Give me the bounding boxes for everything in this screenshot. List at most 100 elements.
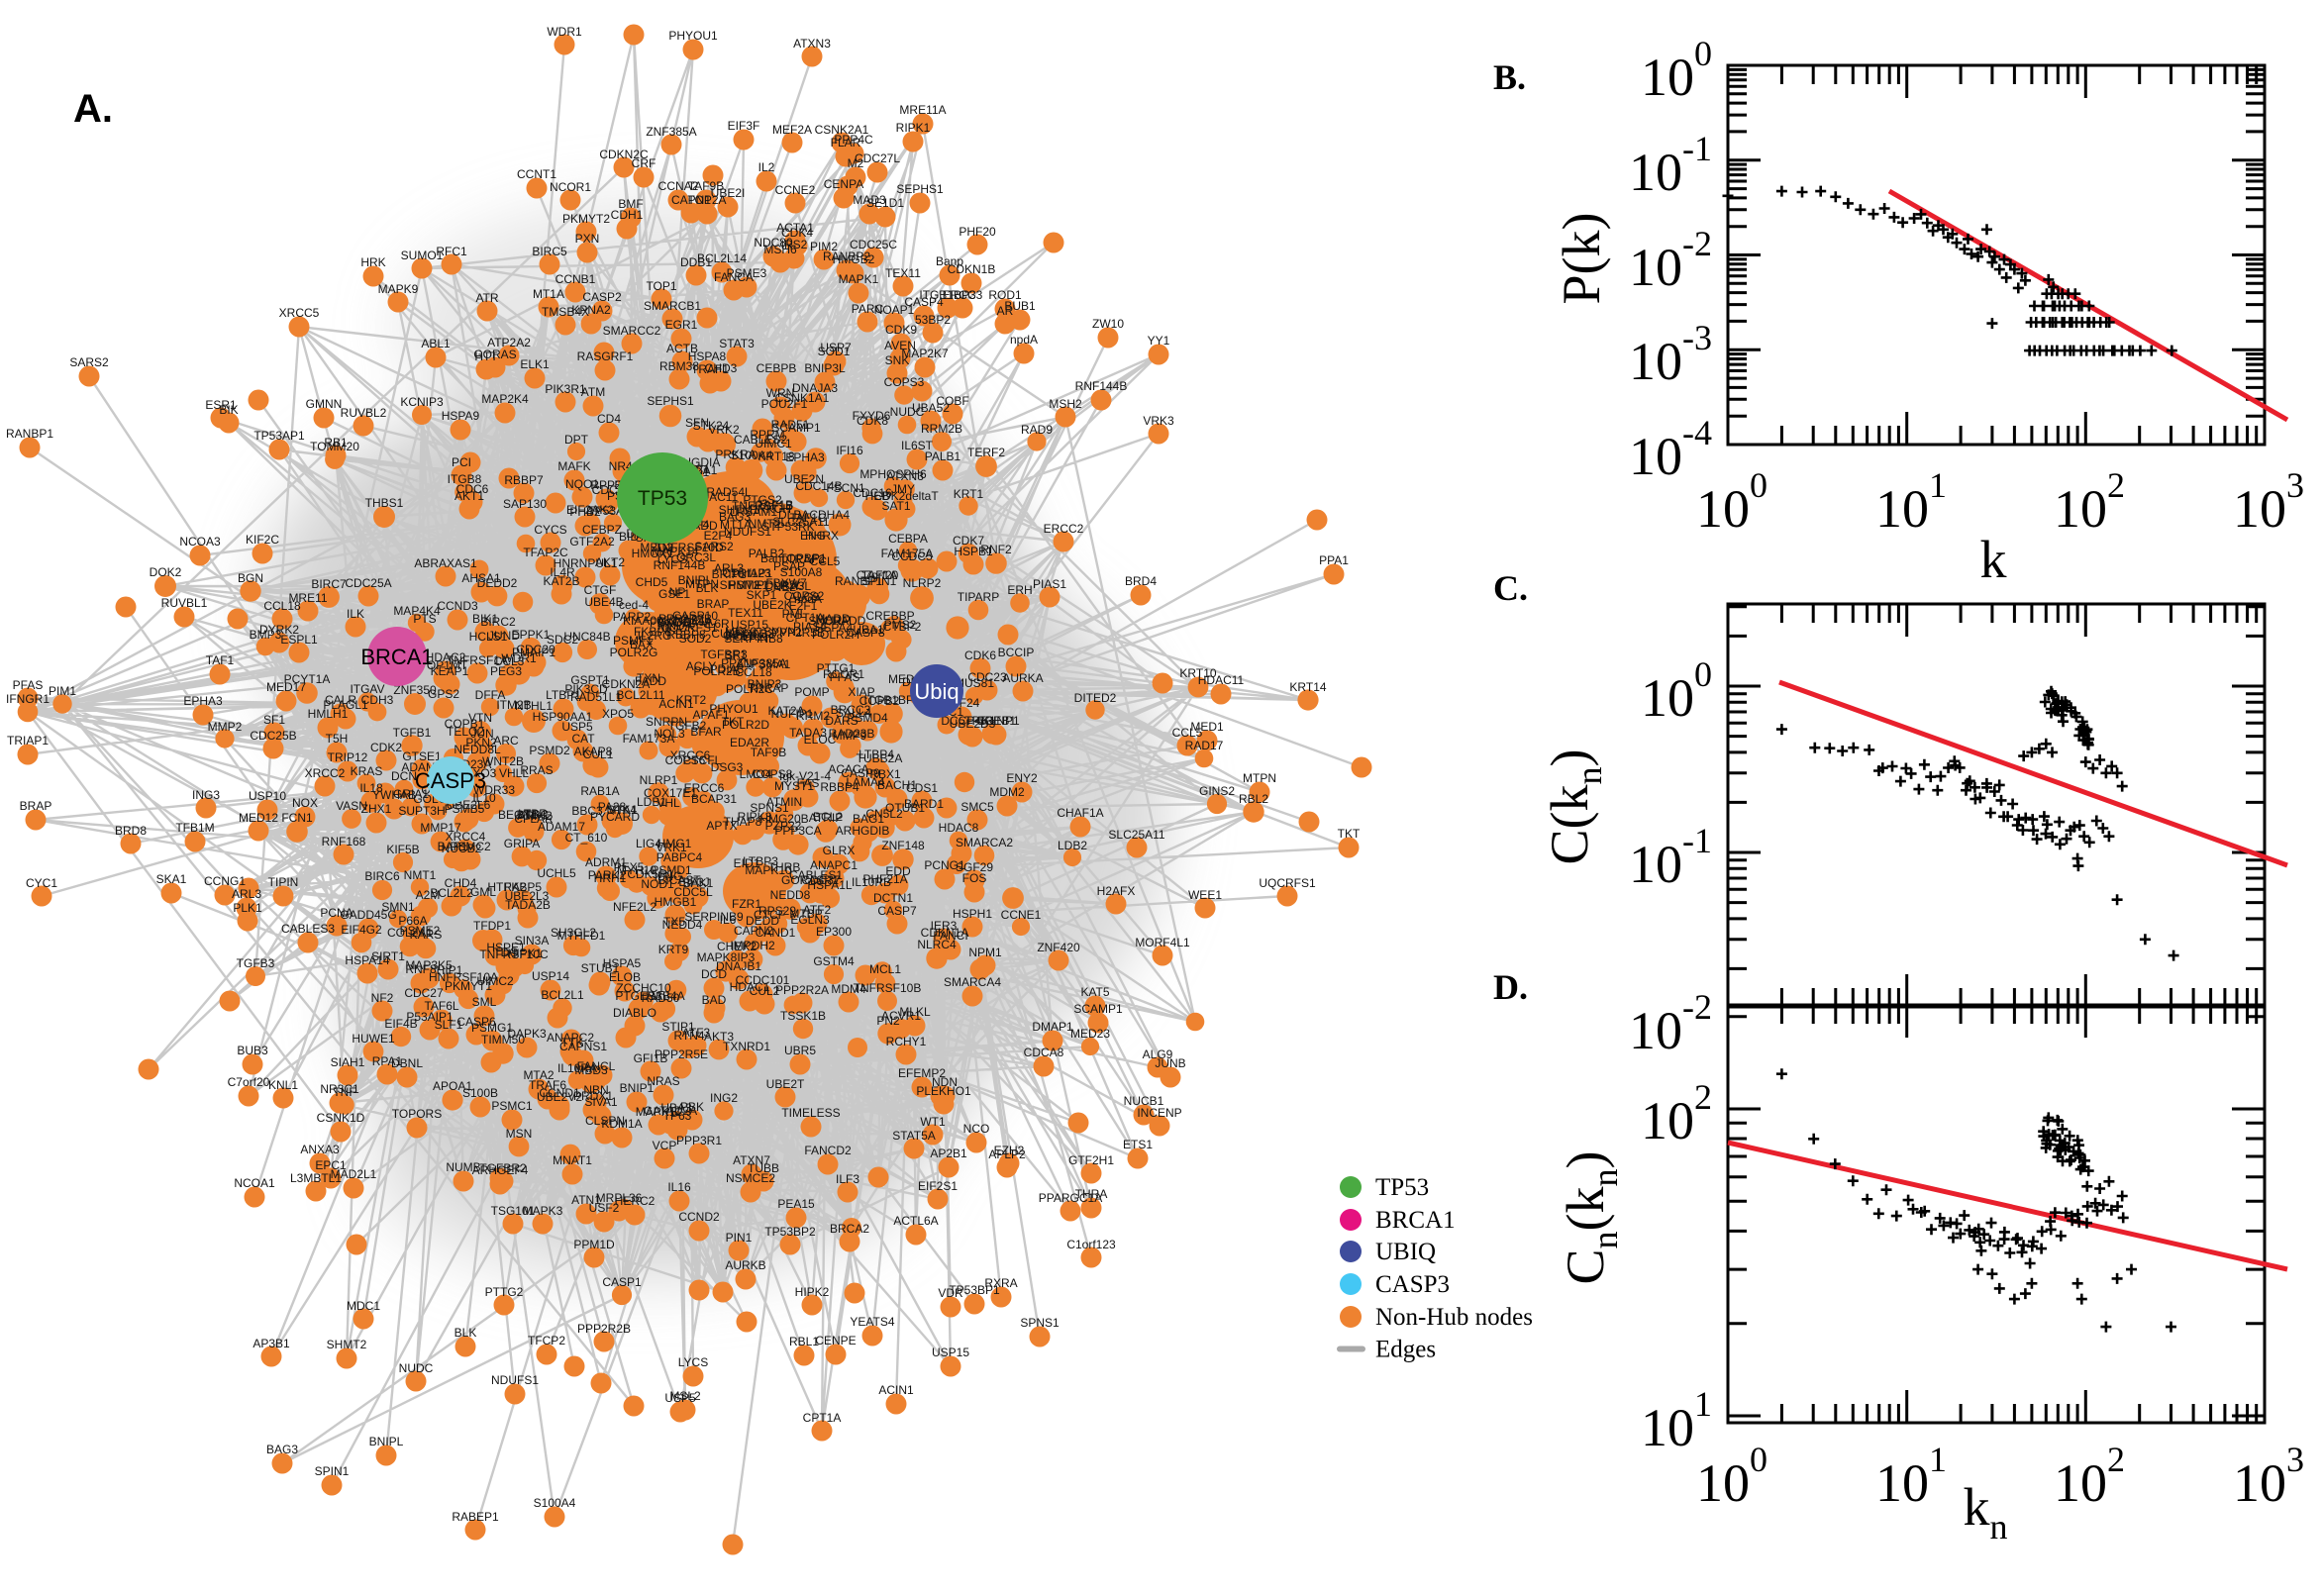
svg-text:CDC16: CDC16 — [853, 486, 892, 500]
svg-text:HIP1: HIP1 — [437, 963, 463, 977]
svg-text:PSME1: PSME1 — [729, 578, 769, 592]
svg-text:NOL3: NOL3 — [654, 727, 685, 741]
svg-text:PPP2R5E: PPP2R5E — [655, 1047, 708, 1061]
svg-text:COPS3: COPS3 — [884, 375, 925, 389]
svg-text:STK24: STK24 — [693, 419, 730, 433]
svg-text:ALG9: ALG9 — [1143, 1047, 1173, 1061]
svg-text:KAT2A: KAT2A — [767, 704, 804, 718]
svg-text:MEF2A: MEF2A — [772, 123, 812, 137]
svg-text:NUFIP1: NUFIP1 — [771, 707, 814, 721]
svg-text:NUCB2: NUCB2 — [442, 842, 482, 855]
svg-text:RPP2: RPP2 — [590, 478, 622, 492]
svg-text:TUBB2A: TUBB2A — [857, 751, 903, 765]
svg-text:TIPARP: TIPARP — [958, 590, 999, 604]
svg-text:GORASP1: GORASP1 — [781, 873, 839, 887]
svg-text:CASP3: CASP3 — [415, 768, 486, 793]
svg-text:BLK: BLK — [696, 581, 719, 595]
svg-text:ING3: ING3 — [192, 788, 220, 802]
svg-text:HMG20B: HMG20B — [759, 812, 808, 826]
svg-text:SMC5: SMC5 — [960, 800, 994, 814]
svg-text:NOAP1: NOAP1 — [874, 303, 915, 317]
svg-text:POU2F1: POU2F1 — [761, 397, 808, 411]
svg-text:VHL: VHL — [656, 796, 680, 810]
svg-text:A.: A. — [73, 87, 113, 131]
svg-text:ACTA1: ACTA1 — [776, 221, 814, 235]
svg-text:ATF2: ATF2 — [803, 903, 832, 917]
svg-text:TRRAP: TRRAP — [749, 681, 789, 695]
svg-text:PTS: PTS — [413, 612, 436, 626]
svg-text:PXN: PXN — [575, 232, 600, 246]
svg-text:TNFRSF10D: TNFRSF10D — [655, 541, 724, 554]
svg-text:USP10: USP10 — [249, 789, 286, 803]
svg-text:CNE2: CNE2 — [764, 580, 796, 594]
svg-text:MSH2: MSH2 — [1049, 397, 1082, 411]
svg-text:PLAGL1: PLAGL1 — [323, 698, 368, 712]
svg-text:RUVBL1: RUVBL1 — [161, 596, 208, 610]
svg-text:RAD9: RAD9 — [1021, 423, 1053, 437]
svg-text:CYC1: CYC1 — [26, 876, 57, 890]
svg-text:BRCA2: BRCA2 — [830, 1222, 869, 1236]
svg-text:BACH1: BACH1 — [877, 778, 917, 792]
svg-text:GADD45G: GADD45G — [340, 908, 396, 922]
svg-text:MT1A: MT1A — [720, 518, 752, 532]
svg-text:WEE1: WEE1 — [1188, 888, 1222, 902]
svg-text:CTCFL: CTCFL — [683, 753, 722, 767]
svg-text:MPHOSPH6: MPHOSPH6 — [859, 467, 927, 481]
svg-text:SNURF: SNURF — [808, 614, 849, 628]
svg-text:UQCRFS1: UQCRFS1 — [1259, 876, 1316, 890]
svg-text:UBA1: UBA1 — [853, 623, 884, 637]
svg-text:CD4: CD4 — [597, 412, 621, 426]
svg-text:NQO1: NQO1 — [565, 477, 599, 491]
svg-text:UBA3: UBA3 — [660, 1101, 692, 1115]
svg-text:ADRM1: ADRM1 — [585, 855, 627, 869]
svg-text:DEDD2: DEDD2 — [477, 576, 518, 590]
svg-text:SDC2: SDC2 — [547, 633, 578, 647]
svg-text:DITED2: DITED2 — [1074, 691, 1117, 705]
svg-text:FSCN1: FSCN1 — [826, 481, 865, 495]
svg-text:HRH1: HRH1 — [594, 871, 627, 885]
svg-text:BMP3: BMP3 — [250, 628, 282, 642]
svg-text:CAT: CAT — [571, 732, 595, 746]
svg-text:CN5L2: CN5L2 — [865, 807, 903, 821]
svg-text:HRK: HRK — [360, 255, 385, 269]
svg-text:MDM4: MDM4 — [831, 982, 866, 996]
svg-text:NUMB: NUMB — [446, 1160, 480, 1174]
svg-text:RNF168: RNF168 — [322, 835, 366, 848]
svg-text:KAT2B: KAT2B — [543, 574, 579, 588]
svg-text:EGR1: EGR1 — [665, 318, 698, 332]
svg-text:POLR2G: POLR2G — [610, 646, 658, 659]
svg-text:CAND1: CAND1 — [756, 926, 796, 940]
svg-text:DNAJB1: DNAJB1 — [716, 959, 761, 973]
svg-text:MAP2K7: MAP2K7 — [901, 347, 949, 360]
svg-text:JUND: JUND — [488, 629, 520, 643]
svg-text:CCL5: CCL5 — [1172, 726, 1203, 740]
svg-text:USF2: USF2 — [589, 1201, 620, 1215]
svg-text:HSPA1L: HSPA1L — [807, 878, 852, 892]
svg-text:TOP2A: TOP2A — [687, 193, 726, 207]
svg-text:AKT1: AKT1 — [454, 489, 484, 503]
svg-text:GSTM4: GSTM4 — [813, 954, 855, 968]
svg-text:BCCIP: BCCIP — [998, 646, 1035, 659]
svg-text:BNIP1: BNIP1 — [620, 1081, 655, 1095]
svg-text:ORC3L: ORC3L — [676, 550, 716, 564]
svg-text:BIK1: BIK1 — [472, 612, 498, 626]
svg-text:MTA2: MTA2 — [523, 1068, 554, 1082]
svg-text:UBE2V2: UBE2V2 — [537, 1090, 582, 1104]
svg-text:HSPA8: HSPA8 — [688, 349, 727, 363]
svg-text:RIPK3: RIPK3 — [738, 810, 772, 824]
svg-text:ESPL1: ESPL1 — [280, 633, 318, 647]
svg-text:GTF2H1: GTF2H1 — [1068, 1153, 1114, 1167]
svg-text:ITGB1BP3: ITGB1BP3 — [919, 288, 976, 302]
svg-text:SMARCA4: SMARCA4 — [944, 975, 1001, 989]
svg-text:TNFRSF1B: TNFRSF1B — [732, 499, 793, 513]
svg-text:HERC2: HERC2 — [615, 1194, 656, 1208]
svg-text:NEDD8: NEDD8 — [770, 888, 811, 902]
svg-text:HUWE1: HUWE1 — [352, 1032, 395, 1046]
svg-text:PARC: PARC — [852, 302, 884, 316]
svg-text:CAPN1: CAPN1 — [671, 193, 711, 207]
svg-text:S100A4: S100A4 — [731, 449, 773, 462]
svg-text:TRIAP1: TRIAP1 — [731, 566, 772, 580]
svg-text:CDH3: CDH3 — [361, 693, 394, 707]
svg-text:PSME3: PSME3 — [727, 266, 767, 280]
svg-text:CREBBP: CREBBP — [865, 609, 914, 623]
